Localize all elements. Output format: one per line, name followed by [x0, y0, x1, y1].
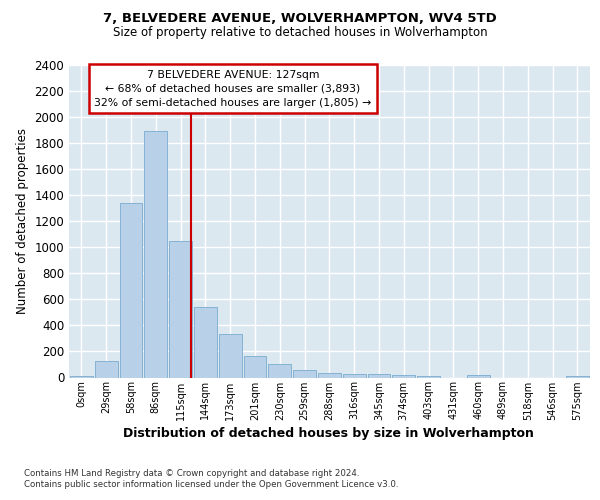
Y-axis label: Number of detached properties: Number of detached properties	[16, 128, 29, 314]
Bar	[194, 307, 217, 378]
Bar	[343, 374, 365, 378]
Bar	[169, 242, 192, 378]
Text: 7 BELVEDERE AVENUE: 127sqm
← 68% of detached houses are smaller (3,893)
32% of s: 7 BELVEDERE AVENUE: 127sqm ← 68% of deta…	[94, 70, 371, 108]
Bar	[318, 372, 341, 378]
Bar	[566, 376, 589, 378]
Bar	[293, 370, 316, 378]
Bar	[268, 364, 291, 378]
Bar	[145, 132, 167, 378]
Bar	[70, 376, 93, 378]
Bar	[467, 375, 490, 378]
Text: Distribution of detached houses by size in Wolverhampton: Distribution of detached houses by size …	[123, 428, 533, 440]
Bar	[392, 375, 415, 378]
Bar	[95, 361, 118, 378]
Text: 7, BELVEDERE AVENUE, WOLVERHAMPTON, WV4 5TD: 7, BELVEDERE AVENUE, WOLVERHAMPTON, WV4 …	[103, 12, 497, 25]
Bar	[119, 203, 142, 378]
Bar	[417, 376, 440, 378]
Text: Contains public sector information licensed under the Open Government Licence v3: Contains public sector information licen…	[24, 480, 398, 489]
Bar	[219, 334, 242, 378]
Bar	[244, 356, 266, 378]
Bar	[368, 374, 391, 378]
Text: Contains HM Land Registry data © Crown copyright and database right 2024.: Contains HM Land Registry data © Crown c…	[24, 469, 359, 478]
Text: Size of property relative to detached houses in Wolverhampton: Size of property relative to detached ho…	[113, 26, 487, 39]
